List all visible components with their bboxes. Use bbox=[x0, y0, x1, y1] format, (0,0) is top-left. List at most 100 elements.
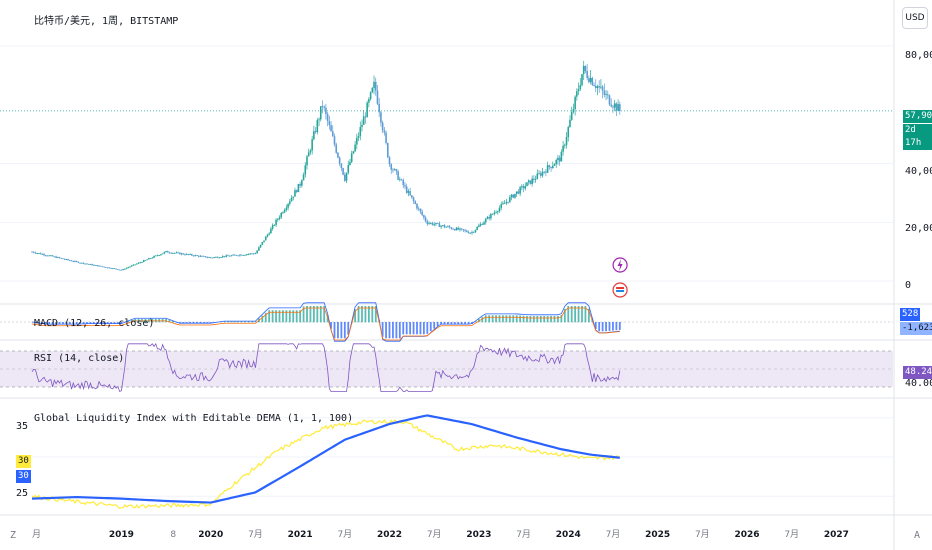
price-tick-0: 0 bbox=[905, 280, 912, 291]
price-candle bbox=[502, 203, 504, 205]
price-candle bbox=[340, 163, 343, 169]
price-candle bbox=[522, 186, 525, 189]
price-candle bbox=[404, 185, 406, 187]
price-candle bbox=[48, 255, 50, 257]
price-candle bbox=[584, 65, 587, 72]
corner-right-button[interactable]: A bbox=[914, 530, 921, 541]
price-candle bbox=[490, 214, 492, 219]
price-candle bbox=[524, 186, 527, 189]
last-price-badge: 57,905 bbox=[903, 110, 932, 123]
time-axis-label: 7月 bbox=[606, 529, 621, 540]
price-candle bbox=[354, 144, 356, 152]
price-candle bbox=[252, 253, 255, 255]
macd-histogram-bar bbox=[347, 322, 350, 335]
price-candle bbox=[215, 256, 217, 258]
price-candle bbox=[366, 102, 368, 118]
price-candle bbox=[412, 197, 415, 202]
price-candle bbox=[478, 225, 480, 228]
price-candle bbox=[531, 178, 533, 184]
price-candle bbox=[287, 203, 289, 208]
price-candle bbox=[496, 211, 499, 213]
price-candle bbox=[309, 150, 312, 153]
macd-histogram-bar bbox=[343, 322, 346, 339]
price-candle bbox=[325, 107, 327, 114]
macd-histogram-bar bbox=[474, 321, 477, 323]
macd-histogram-bar bbox=[529, 316, 532, 323]
price-candle bbox=[160, 254, 162, 256]
macd-histogram-bar bbox=[292, 310, 295, 323]
macd-histogram-bar bbox=[319, 306, 322, 323]
price-candle bbox=[569, 119, 571, 128]
macd-histogram-bar bbox=[209, 322, 212, 324]
macd-histogram-bar bbox=[275, 310, 277, 323]
macd-histogram-bar bbox=[471, 322, 473, 324]
flag-stripe-icon bbox=[616, 287, 625, 289]
macd-histogram-bar bbox=[553, 316, 556, 323]
price-candle bbox=[74, 261, 76, 262]
price-candle bbox=[268, 233, 270, 235]
price-candle bbox=[509, 197, 511, 203]
price-candle bbox=[565, 137, 568, 145]
price-candle bbox=[555, 159, 558, 165]
macd-histogram-bar bbox=[364, 306, 367, 323]
price-candle bbox=[46, 255, 49, 257]
price-candle bbox=[297, 183, 300, 193]
corner-left-button[interactable]: Z bbox=[10, 530, 17, 541]
price-candle bbox=[557, 157, 559, 160]
price-candle bbox=[514, 193, 516, 198]
price-candle bbox=[526, 182, 528, 187]
price-candle bbox=[443, 225, 446, 228]
price-candle bbox=[306, 156, 308, 166]
currency-button[interactable]: USD bbox=[902, 7, 928, 29]
price-candle bbox=[393, 169, 396, 171]
price-candle bbox=[118, 269, 121, 271]
price-candle bbox=[505, 201, 508, 204]
price-candle bbox=[450, 227, 453, 229]
macd-histogram-bar bbox=[48, 322, 51, 325]
price-candle bbox=[428, 223, 430, 225]
macd-histogram-bar bbox=[594, 322, 597, 329]
price-candle bbox=[149, 258, 152, 259]
price-candle bbox=[50, 255, 52, 257]
macd-histogram-bar bbox=[264, 312, 267, 323]
price-candle bbox=[615, 103, 618, 111]
rsi-tick: 40.00 bbox=[905, 378, 932, 389]
price-candle bbox=[282, 212, 284, 214]
price-candle bbox=[440, 225, 442, 227]
macd-histogram-bar bbox=[92, 322, 95, 324]
price-candle bbox=[546, 165, 549, 173]
price-candle bbox=[476, 227, 478, 230]
macd-histogram-bar bbox=[598, 322, 601, 332]
macd-histogram-bar bbox=[189, 322, 192, 324]
price-candle bbox=[402, 180, 405, 186]
price-candle bbox=[484, 219, 487, 223]
price-candle bbox=[316, 120, 319, 133]
price-candle bbox=[166, 251, 169, 253]
price-candle bbox=[495, 212, 497, 214]
price-candle bbox=[77, 261, 80, 263]
price-candle bbox=[376, 90, 379, 104]
macd-histogram-bar bbox=[422, 322, 425, 335]
macd-histogram-bar bbox=[62, 322, 64, 325]
price-candle bbox=[93, 264, 95, 266]
price-candle bbox=[69, 260, 71, 261]
macd-histogram-bar bbox=[484, 315, 487, 323]
price-candle bbox=[551, 165, 554, 169]
price-candle bbox=[51, 255, 54, 257]
price-candle bbox=[558, 157, 561, 162]
price-candle bbox=[108, 267, 111, 269]
price-candle bbox=[172, 252, 174, 254]
price-candle bbox=[82, 262, 85, 264]
macd-histogram-bar bbox=[495, 315, 497, 323]
price-candle bbox=[120, 269, 123, 271]
price-candle bbox=[58, 257, 61, 258]
price-candle bbox=[191, 254, 193, 256]
price-candle bbox=[103, 266, 105, 268]
macd-signal-badge: -1,623 bbox=[900, 322, 932, 335]
macd-histogram-bar bbox=[481, 316, 484, 323]
price-candle bbox=[519, 187, 521, 194]
price-candle bbox=[342, 168, 344, 175]
price-candle bbox=[381, 122, 384, 131]
price-candle bbox=[254, 253, 257, 255]
